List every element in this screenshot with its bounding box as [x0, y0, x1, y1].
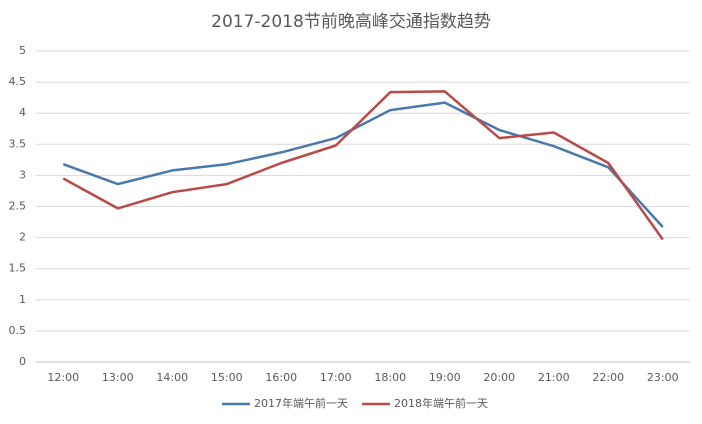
- x-tick-label: 16:00: [265, 371, 297, 384]
- y-tick-label: 5: [19, 44, 26, 57]
- y-tick-label: 3.5: [9, 137, 27, 150]
- y-tick-label: 3: [19, 168, 26, 181]
- y-tick-label: 4.5: [9, 75, 27, 88]
- x-tick-label: 21:00: [538, 371, 570, 384]
- series-line: [62, 90, 664, 241]
- series-line: [62, 101, 664, 228]
- x-tick-label: 20:00: [483, 371, 515, 384]
- x-tick-label: 12:00: [47, 371, 79, 384]
- y-tick-label: 2.5: [9, 200, 27, 213]
- x-tick-label: 15:00: [211, 371, 243, 384]
- y-tick-label: 0: [19, 355, 26, 368]
- x-tick-label: 17:00: [320, 371, 352, 384]
- chart-title: 2017-2018节前晚高峰交通指数趋势: [211, 12, 491, 32]
- legend-label: 2017年端午前一天: [254, 396, 348, 410]
- y-tick-label: 0.5: [9, 324, 27, 337]
- x-tick-label: 18:00: [374, 371, 406, 384]
- y-tick-label: 1.5: [9, 262, 27, 275]
- y-tick-label: 4: [19, 106, 26, 119]
- x-tick-label: 22:00: [592, 371, 624, 384]
- x-tick-label: 19:00: [429, 371, 461, 384]
- y-tick-label: 1: [19, 293, 26, 306]
- x-tick-label: 13:00: [102, 371, 134, 384]
- x-tick-label: 23:00: [647, 371, 679, 384]
- y-tick-label: 2: [19, 231, 26, 244]
- legend-label: 2018年端午前一天: [394, 396, 488, 410]
- x-tick-label: 14:00: [156, 371, 188, 384]
